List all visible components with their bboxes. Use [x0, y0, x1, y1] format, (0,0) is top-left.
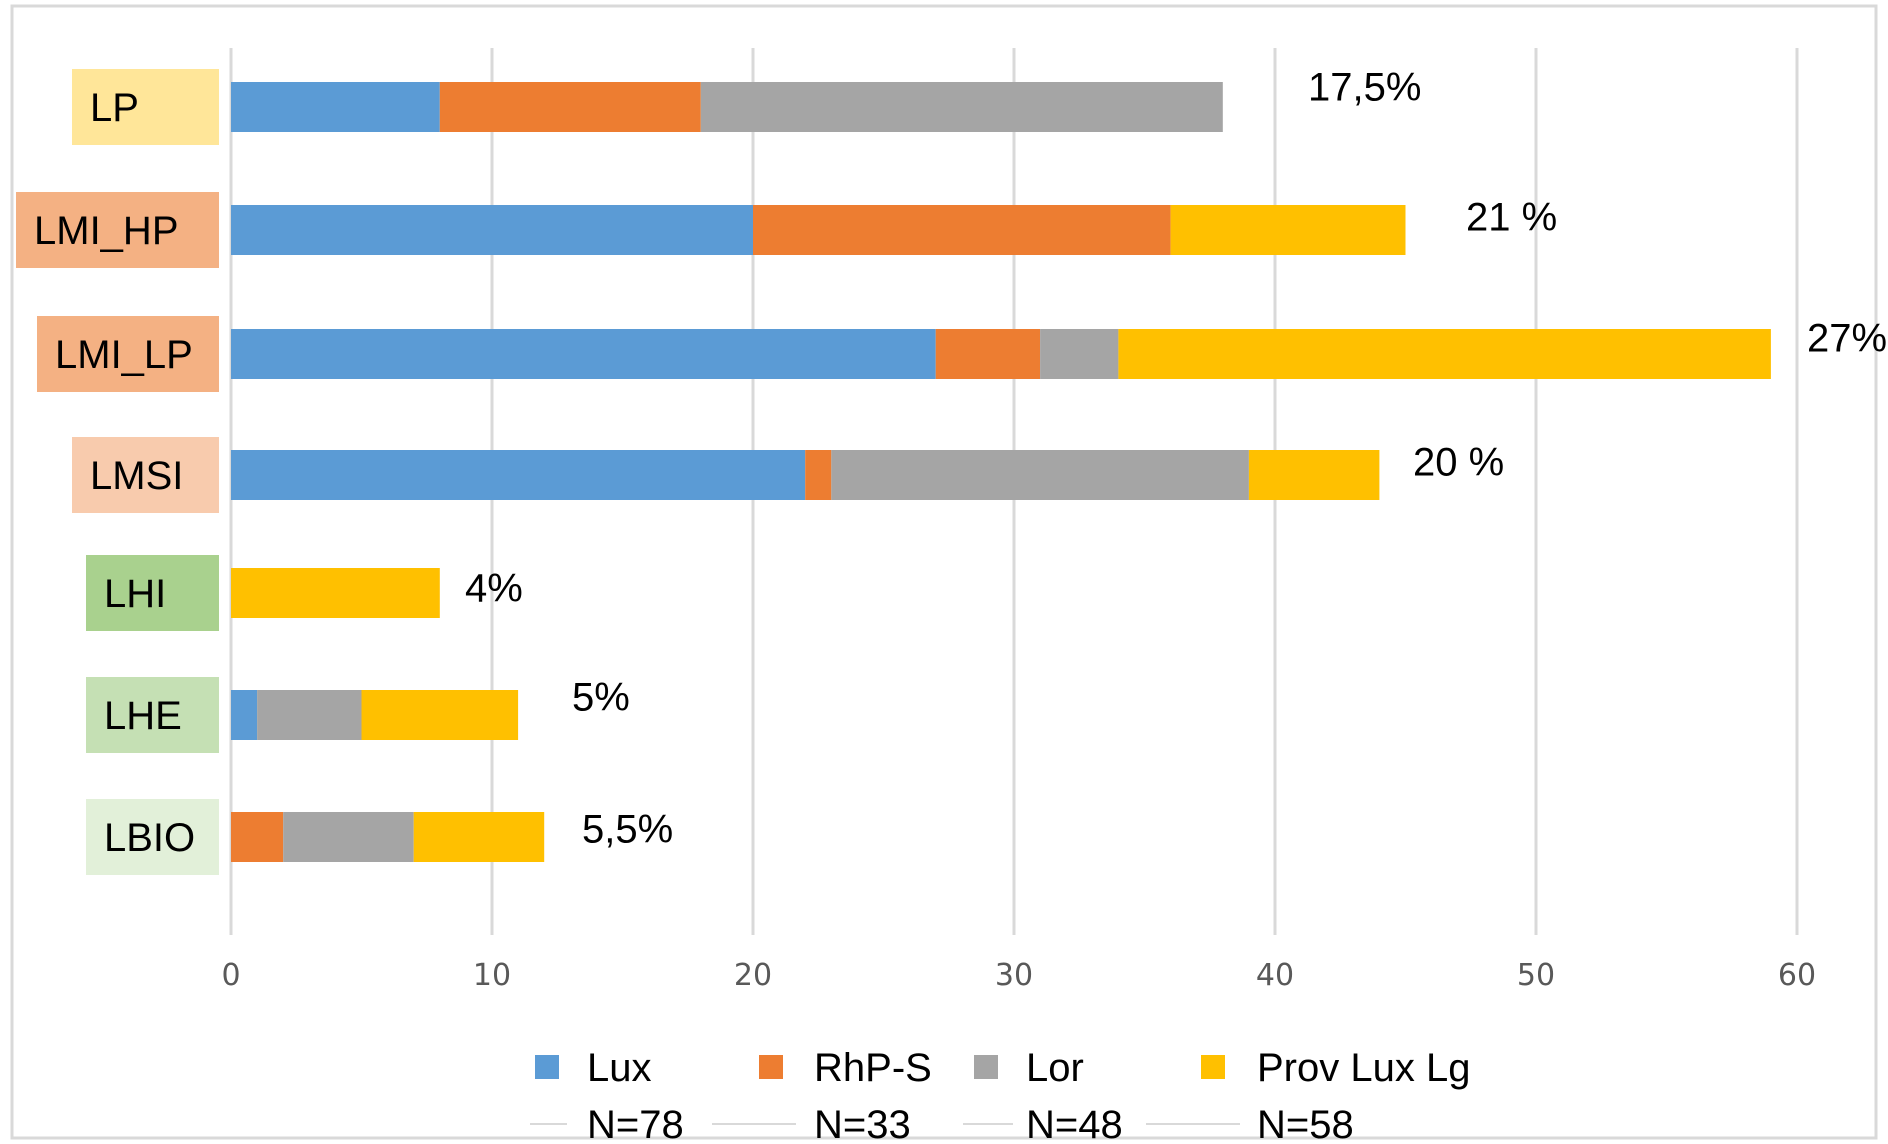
x-tick-label-20: 20: [734, 958, 772, 993]
bar-LMI_LP-Prov-Lux-Lg: [1118, 329, 1771, 379]
legend-n-label-RhP-S: N=33: [814, 1103, 911, 1144]
bar-LHE-Lor: [257, 690, 362, 740]
legend-label-Prov-Lux-Lg: Prov Lux Lg: [1257, 1046, 1470, 1090]
bar-LMI_HP-Lux: [231, 205, 753, 255]
category-label-LMSI: LMSI: [90, 454, 183, 498]
bar-LP-Lux: [231, 82, 440, 132]
bar-LMSI-Lux: [231, 450, 806, 500]
x-tick-label-40: 40: [1256, 958, 1294, 993]
x-tick-label-60: 60: [1778, 958, 1816, 993]
bar-LHI-Prov-Lux-Lg: [231, 568, 440, 618]
legend-swatch-Prov-Lux-Lg: [1201, 1055, 1225, 1079]
percent-label-LHE: 5%: [572, 676, 630, 720]
bar-LP-RhP-S: [439, 82, 701, 132]
category-box-LMI_LP: [37, 316, 219, 392]
bar-LBIO-RhP-S: [231, 812, 284, 862]
category-box-LBIO: [86, 799, 219, 875]
percent-label-LBIO: 5,5%: [582, 808, 673, 852]
bar-LMSI-Lor: [831, 450, 1249, 500]
legend-n-label-Prov-Lux-Lg: N=58: [1257, 1103, 1354, 1144]
percent-label-LHI: 4%: [465, 567, 523, 611]
percent-label-LP: 17,5%: [1308, 66, 1421, 110]
legend-swatch-Lux: [535, 1055, 559, 1079]
legend-label-Lor: Lor: [1026, 1046, 1084, 1090]
bar-LMI_LP-Lux: [231, 329, 936, 379]
category-box-LP: [72, 69, 219, 145]
category-label-LMI_HP: LMI_HP: [34, 209, 179, 253]
x-tick-label-10: 10: [473, 958, 511, 993]
percent-label-LMI_LP: 27%: [1807, 317, 1887, 361]
category-box-LMSI: [72, 437, 219, 513]
legend-swatch-Lor: [974, 1055, 998, 1079]
bar-LMSI-RhP-S: [805, 450, 832, 500]
legend-label-Lux: Lux: [587, 1046, 652, 1090]
category-box-LMI_HP: [16, 192, 219, 268]
category-box-LHI: [86, 555, 219, 631]
x-tick-label-50: 50: [1517, 958, 1555, 993]
legend-n-label-Lor: N=48: [1026, 1103, 1123, 1144]
category-label-LMI_LP: LMI_LP: [55, 333, 193, 377]
legend-label-RhP-S: RhP-S: [814, 1046, 932, 1090]
bar-LP-Lor: [700, 82, 1223, 132]
bar-LMI_LP-RhP-S: [935, 329, 1041, 379]
legend-n-label-Lux: N=78: [587, 1103, 684, 1144]
bar-LBIO-Prov-Lux-Lg: [413, 812, 545, 862]
labels-layer: 17,5% 21 % 27% 20 % 4% 5% 5,5% LP LMI_HP LMI_LP LM…: [16, 66, 1887, 875]
bar-LHE-Prov-Lux-Lg: [361, 690, 519, 740]
bar-LMI_HP-RhP-S: [753, 205, 1171, 255]
x-tick-label-0: 0: [221, 958, 240, 993]
legend-layer: Lux N=78 RhP-S N=33 Lor N=48 Prov Lux Lg N=58: [530, 1046, 1470, 1144]
x-tick-label-30: 30: [995, 958, 1033, 993]
category-label-LP: LP: [90, 86, 139, 130]
category-box-LHE: [86, 677, 219, 753]
bar-LMSI-Prov-Lux-Lg: [1248, 450, 1380, 500]
percent-label-LMSI: 20 %: [1413, 441, 1504, 485]
bars-layer: [231, 82, 1771, 862]
legend-swatch-RhP-S: [759, 1055, 783, 1079]
category-label-LHE: LHE: [104, 694, 182, 738]
percent-label-LMI_HP: 21 %: [1466, 196, 1557, 240]
grid-layer: 0 10 20 30 40 50 60: [221, 48, 1816, 993]
bar-LMI_LP-Lor: [1040, 329, 1119, 379]
bar-LHE-Lux: [231, 690, 258, 740]
category-label-LHI: LHI: [104, 572, 166, 616]
bar-LBIO-Lor: [283, 812, 414, 862]
bar-LMI_HP-Prov-Lux-Lg: [1170, 205, 1406, 255]
category-label-LBIO: LBIO: [104, 816, 195, 860]
